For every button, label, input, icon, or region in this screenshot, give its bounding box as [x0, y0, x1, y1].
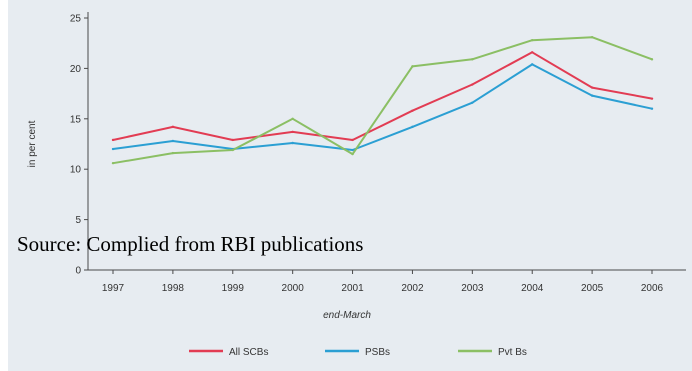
data-point-all-scbs [531, 51, 534, 54]
data-point-psbs [650, 107, 654, 110]
data-point-all-scbs [171, 125, 175, 129]
data-point-pvt-bs [531, 38, 534, 42]
data-point-psbs [291, 141, 294, 145]
series-line-psbs [112, 63, 653, 151]
source-note: Source: Complied from RBI publications [17, 232, 364, 256]
data-point-pvt-bs [291, 117, 294, 121]
data-point-pvt-bs [411, 65, 414, 68]
data-point-pvt-bs [650, 58, 654, 61]
series-line-all-scbs [112, 51, 653, 141]
data-point-all-scbs [351, 138, 354, 142]
data-point-pvt-bs [231, 148, 234, 152]
legend-label-pvt-bs: Pvt Bs [498, 347, 527, 358]
y-axis-title: in per cent [27, 120, 38, 167]
data-point-all-scbs [231, 138, 234, 142]
data-point-psbs [471, 101, 474, 104]
y-tick-label: 5 [75, 215, 81, 226]
data-point-psbs [351, 148, 354, 152]
y-tick-label: 20 [70, 64, 82, 75]
y-tick-label: 15 [70, 114, 82, 125]
legend-label-all-scbs: All SCBs [229, 347, 268, 358]
data-point-all-scbs [471, 83, 474, 86]
y-tick-label: 25 [70, 14, 82, 25]
chart-panel: 0 5 10 15 20 25 1997 1998 1999 2000 2001 2002 2003 20… [8, 0, 692, 371]
series-line-pvt-bs [112, 36, 653, 165]
data-point-all-scbs [590, 86, 594, 89]
data-point-psbs [171, 139, 175, 143]
x-tick-label: 1998 [162, 283, 185, 294]
legend-label-psbs: PSBs [365, 347, 390, 358]
data-point-pvt-bs [171, 151, 175, 155]
data-point-psbs [590, 94, 594, 97]
x-tick-label: 1997 [102, 283, 125, 294]
data-point-pvt-bs [111, 161, 115, 165]
data-point-all-scbs [291, 130, 294, 134]
x-tick-label: 1999 [222, 283, 245, 294]
y-tick-label: 0 [75, 266, 81, 277]
data-point-all-scbs [411, 109, 414, 112]
x-tick-label: 2006 [641, 283, 664, 294]
data-point-psbs [411, 125, 414, 129]
data-point-psbs [531, 63, 534, 66]
data-point-pvt-bs [351, 152, 354, 156]
data-point-psbs [111, 147, 115, 151]
x-axis-title: end-March [323, 310, 371, 321]
x-tick-label: 2000 [282, 283, 305, 294]
x-tick-label: 2001 [341, 283, 364, 294]
x-tick-label: 2005 [581, 283, 604, 294]
line-chart: 0 5 10 15 20 25 1997 1998 1999 2000 2001 2002 2003 20… [27, 12, 686, 358]
data-point-pvt-bs [590, 35, 594, 39]
y-tick-label: 10 [70, 165, 82, 176]
x-tick-label: 2002 [401, 283, 424, 294]
data-point-all-scbs [650, 97, 654, 100]
x-tick-label: 2004 [521, 283, 544, 294]
data-point-all-scbs [111, 138, 115, 142]
x-tick-label: 2003 [461, 283, 484, 294]
data-point-pvt-bs [471, 58, 474, 61]
